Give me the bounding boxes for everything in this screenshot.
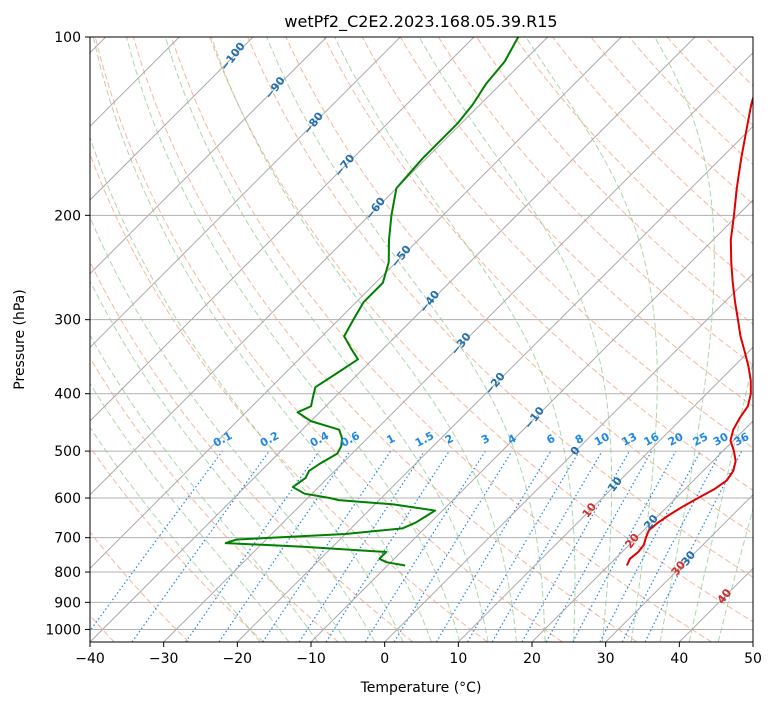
moist-adiabat-line [418,37,613,642]
mixing-ratio-label: 16 [642,430,662,449]
mixing-ratio-line [521,450,631,642]
y-tick-label: 200 [54,208,81,224]
mixing-ratio-label: 30 [711,430,731,449]
mixing-ratio-label: 13 [620,430,640,449]
x-tick-label: 40 [670,651,688,667]
mixing-ratio-line [572,450,677,642]
isotherm-line [90,37,328,275]
y-tick-label: 500 [54,444,81,460]
dry-adiabat-line [94,37,563,642]
mixing-ratio-label: 10 [592,430,612,449]
dry-adiabat-line [323,37,753,491]
moist-adiabat-line [126,37,461,642]
moist-adiabat-line [525,37,658,642]
dry-adiabat-line [285,37,753,535]
y-tick-label: 400 [54,387,81,403]
y-tick-label: 600 [54,491,81,507]
x-tick-label: −20 [223,651,253,667]
mixing-ratio-line [185,450,320,642]
dry-adiabat-line [90,531,190,642]
isotherm-line [90,37,696,642]
mixing-ratio-line [435,450,552,642]
mixing-ratio-line [90,450,223,632]
x-tick-label: 0 [380,651,389,667]
profile-series [224,37,753,567]
y-axis-ticks: 100 200 300 400 500 600 700 800 900 1000 [45,30,90,638]
isotherm-line [90,37,622,570]
x-tick-label: 30 [597,651,615,667]
isotherm-line [310,199,753,642]
x-tick-label: −30 [149,651,179,667]
moist-adiabat-line [334,37,576,642]
plot-background [90,37,753,642]
mixing-ratio-line [466,450,580,642]
mixing-ratio-line [218,450,351,642]
moist-adiabat-line [92,37,432,642]
mixing-ratio-line [131,450,270,642]
dewpoint-profile-line [224,37,520,567]
isotherm-line [531,420,753,642]
moist-adiabat-line [90,426,261,642]
moist-adiabat-line [164,37,489,642]
y-tick-label: 700 [54,531,81,547]
isotherm-line [384,272,753,642]
y-tick-label: 900 [54,595,81,611]
temperature-profile-line [625,94,753,566]
isotherm-line [163,51,753,642]
y-tick-label: 300 [54,313,81,329]
x-tick-label: 20 [523,651,541,667]
y-axis-title: Pressure (hPa) [12,289,28,389]
moist-adiabat-line [90,382,290,642]
isotherm-line [605,493,753,642]
x-tick-label: −10 [296,651,326,667]
moist-adiabat-line [90,334,319,642]
mixing-ratio-line [364,450,486,642]
pressure-gridlines [90,37,753,630]
x-axis-title: Temperature (°C) [360,680,482,696]
mixing-ratio-label: 25 [691,430,711,449]
dry-adiabat-line [438,37,753,366]
moist-adiabat-line [90,215,376,642]
plot-frame [89,36,754,643]
isotherm-line [90,37,475,422]
mixing-ratio-label: 36 [732,430,752,449]
dry-adiabat-line [247,37,753,578]
x-tick-label: −40 [75,651,105,667]
mixing-ratio-line [393,450,513,642]
moist-adiabat-line [266,37,546,642]
isotherm-line [457,346,753,642]
mixing-ratio-label: 20 [666,430,686,449]
dry-adiabat-line [90,260,414,642]
dry-adiabat-line [399,37,753,407]
mixing-ratio-line [325,450,450,642]
dry-adiabat-line [132,37,638,642]
moist-adiabat-line [688,358,753,642]
isotherm-line [90,37,549,496]
dry-adiabat-line [209,37,753,623]
mixing-ratio-line [491,450,603,642]
y-tick-label: 800 [54,565,81,581]
moist-adiabat-line [90,135,404,642]
isotherm-line [236,125,753,642]
x-tick-label: 50 [744,651,762,667]
y-tick-label: 100 [54,30,81,46]
y-tick-label: 1000 [45,622,81,638]
x-tick-label: 10 [449,651,467,667]
chart-title: wetPf2_C2E2.2023.168.05.39.R15 [284,12,557,32]
moist-adiabat-line [210,37,517,642]
isotherm-line [90,37,254,201]
background-lines [90,37,753,642]
isotherm-line [90,37,401,349]
isotherm-line [752,641,753,642]
moist-adiabat-line [654,37,715,642]
x-axis-ticks: −40 −30 −20 −10 0 10 20 30 40 50 [75,642,762,667]
